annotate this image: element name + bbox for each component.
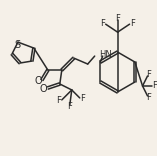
Text: F: F xyxy=(152,81,157,90)
Text: HN: HN xyxy=(99,50,111,58)
Text: O: O xyxy=(39,84,47,94)
Text: F: F xyxy=(67,102,72,111)
Text: F: F xyxy=(146,93,151,102)
Text: F: F xyxy=(146,70,151,78)
Text: O: O xyxy=(34,76,42,86)
Text: F: F xyxy=(80,94,85,103)
Text: F: F xyxy=(100,19,105,28)
Text: S: S xyxy=(14,40,20,50)
Text: F: F xyxy=(130,19,135,28)
Text: F: F xyxy=(56,96,61,105)
Text: F: F xyxy=(115,14,120,23)
